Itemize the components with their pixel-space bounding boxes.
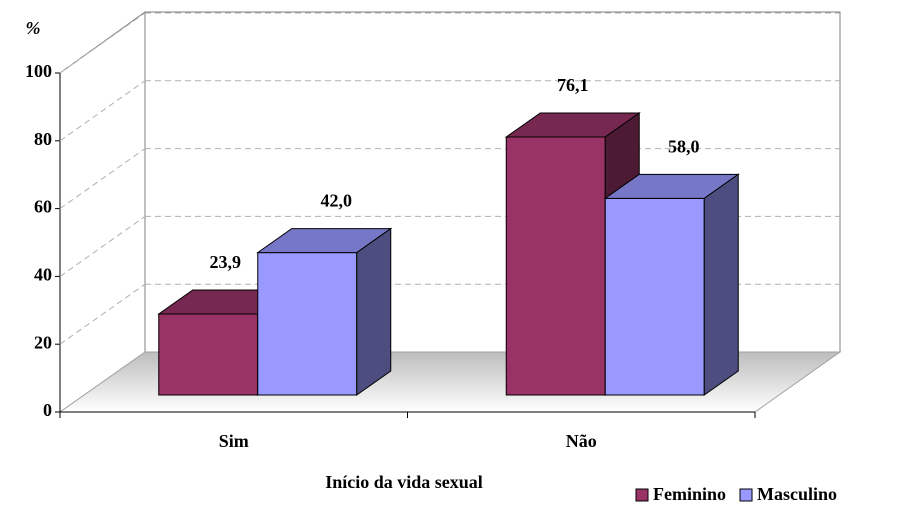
data-label: 76,1 (557, 75, 589, 95)
legend-swatch (739, 488, 753, 502)
grid-line (59, 148, 146, 210)
bar-front (505, 136, 606, 396)
y-tick-label: 0 (43, 400, 52, 420)
grid-line (59, 12, 146, 74)
y-tick-label: 20 (34, 332, 52, 352)
x-axis-label: Início da vida sexual (325, 472, 483, 492)
grid-line (59, 80, 146, 142)
bar (603, 173, 740, 396)
x-tick-label: Sim (219, 431, 249, 451)
grid-line (59, 215, 146, 277)
legend-label: Masculino (757, 484, 837, 504)
bar-front (257, 252, 358, 396)
bar-front (158, 313, 259, 396)
legend-swatch (635, 488, 649, 502)
bar-side (703, 173, 739, 396)
y-tick-label: 80 (34, 129, 52, 149)
x-tick-label: Não (566, 431, 597, 451)
bar (256, 227, 393, 396)
data-label: 42,0 (321, 191, 353, 211)
data-label: 23,9 (210, 252, 242, 272)
bar-side (356, 227, 392, 396)
y-axis-label: % (26, 18, 41, 38)
data-label: 58,0 (668, 137, 700, 157)
y-tick-label: 40 (34, 265, 52, 285)
bar-front (604, 197, 705, 396)
grid-line (59, 283, 146, 345)
y-tick-label: 100 (25, 61, 52, 81)
legend-label: Feminino (653, 484, 726, 504)
y-tick-label: 60 (34, 197, 52, 217)
